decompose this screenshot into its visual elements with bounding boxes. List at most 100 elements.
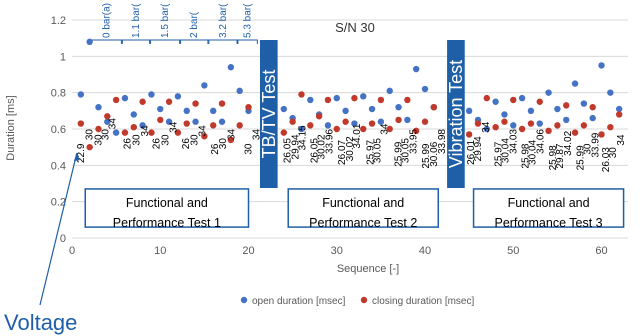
- closing-point: [174, 129, 182, 136]
- data-label: 30.02: [317, 134, 328, 159]
- open-point: [571, 80, 579, 87]
- data-label: 34: [108, 118, 119, 130]
- legend-closing-marker: [360, 296, 368, 304]
- y-tick-label: 1.2: [51, 15, 66, 27]
- closing-point: [474, 120, 482, 127]
- open-point: [404, 116, 411, 124]
- open-point: [157, 105, 164, 113]
- closing-point: [510, 96, 517, 104]
- data-label: 34: [481, 121, 492, 133]
- data-label: 26.01: [466, 139, 477, 164]
- closing-point: [501, 118, 508, 125]
- test-box-label: Functional and: [126, 196, 208, 210]
- closing-point: [421, 118, 429, 125]
- data-label: 29.87: [555, 143, 566, 168]
- data-label: 33.98: [437, 129, 448, 154]
- closing-point: [201, 133, 208, 140]
- y-axis-label: Duration [ms]: [5, 95, 17, 160]
- test-box: [472, 188, 625, 228]
- data-label: 34.02: [563, 130, 574, 155]
- data-label: 30: [161, 134, 172, 146]
- open-point: [615, 105, 623, 113]
- pressure-label: 0 bar(a): [101, 3, 112, 38]
- data-label: 30: [131, 134, 142, 146]
- pressure-bracket: [237, 39, 258, 44]
- y-tick-label: 0.8: [51, 88, 66, 100]
- closing-point: [554, 122, 561, 129]
- data-label: 30: [190, 134, 201, 146]
- data-label: 26: [123, 138, 134, 150]
- test-phase-bars: TB/TV Test Vibration Test: [259, 40, 466, 188]
- data-label: 25.98: [548, 145, 559, 170]
- pressure-bracket: [150, 39, 181, 44]
- closing-point: [580, 122, 588, 129]
- test-boxes: Functional and Performance Test 1 Function…: [84, 188, 625, 230]
- open-point: [501, 111, 508, 118]
- open-point: [130, 111, 137, 118]
- open-point: [307, 96, 314, 104]
- legend-closing-label: closing duration [msec]: [372, 296, 474, 307]
- voltage-callout: Voltage: [4, 153, 80, 335]
- pressure-bracket: [90, 39, 122, 44]
- data-label: 33.95: [409, 129, 420, 154]
- open-point: [183, 107, 190, 115]
- open-point: [545, 89, 552, 96]
- open-point: [227, 64, 235, 71]
- closing-point: [430, 104, 438, 111]
- data-label: 34: [198, 125, 209, 137]
- data-label: 30.06: [429, 141, 440, 166]
- y-tick-label: 0: [60, 233, 66, 245]
- data-label: 25.99: [394, 141, 405, 166]
- data-label: 30.04: [528, 139, 539, 164]
- open-point: [510, 122, 517, 129]
- closing-point: [245, 104, 252, 111]
- callout-arrow: [39, 153, 78, 306]
- open-point: [360, 93, 367, 100]
- data-labels: 22.9303030342630342630342630342630343034…: [76, 118, 627, 173]
- open-point: [395, 104, 402, 111]
- test-bar-label: TB/TV Test: [259, 70, 279, 159]
- callout-arrowhead: [73, 153, 80, 162]
- data-label: 30: [244, 143, 255, 155]
- data-label: 33.99: [590, 132, 601, 157]
- closing-point: [412, 127, 420, 135]
- closing-point: [377, 96, 385, 104]
- closing-point: [368, 120, 376, 127]
- open-point: [421, 85, 429, 93]
- closing-point: [218, 100, 226, 107]
- x-tick-label: 30: [331, 245, 343, 257]
- test-box: [287, 188, 440, 228]
- closing-point: [289, 118, 296, 125]
- open-point: [148, 91, 155, 98]
- data-label: 26: [152, 138, 163, 150]
- x-axis-label: Sequence [-]: [337, 263, 399, 275]
- closing-point: [165, 98, 173, 105]
- open-point: [165, 118, 173, 125]
- open-point: [174, 93, 182, 100]
- data-label: 25.99: [575, 145, 586, 170]
- data-label: 30.05: [401, 138, 412, 163]
- open-point: [483, 125, 490, 133]
- closing-point: [192, 100, 199, 107]
- data-label: 26.07: [337, 139, 348, 164]
- closing-point: [236, 122, 243, 129]
- closing-point: [157, 116, 164, 124]
- closing-point: [615, 111, 623, 118]
- open-point: [518, 94, 526, 102]
- closing-point: [280, 129, 288, 136]
- closing-point: [598, 131, 605, 138]
- pressure-bracket: [121, 39, 151, 44]
- data-label: 34.01: [352, 123, 363, 148]
- closing-point: [227, 136, 235, 144]
- open-point: [218, 118, 226, 125]
- open-point: [104, 118, 111, 125]
- data-label: 34.06: [536, 129, 547, 154]
- open-point: [598, 62, 605, 69]
- x-axis-ticks: 0 10 20 30 40 50 60: [69, 245, 608, 257]
- closing-point: [492, 123, 499, 131]
- test-bar: [447, 40, 465, 188]
- closing-point: [386, 125, 393, 133]
- open-point: [492, 98, 499, 105]
- closing-point: [536, 98, 543, 105]
